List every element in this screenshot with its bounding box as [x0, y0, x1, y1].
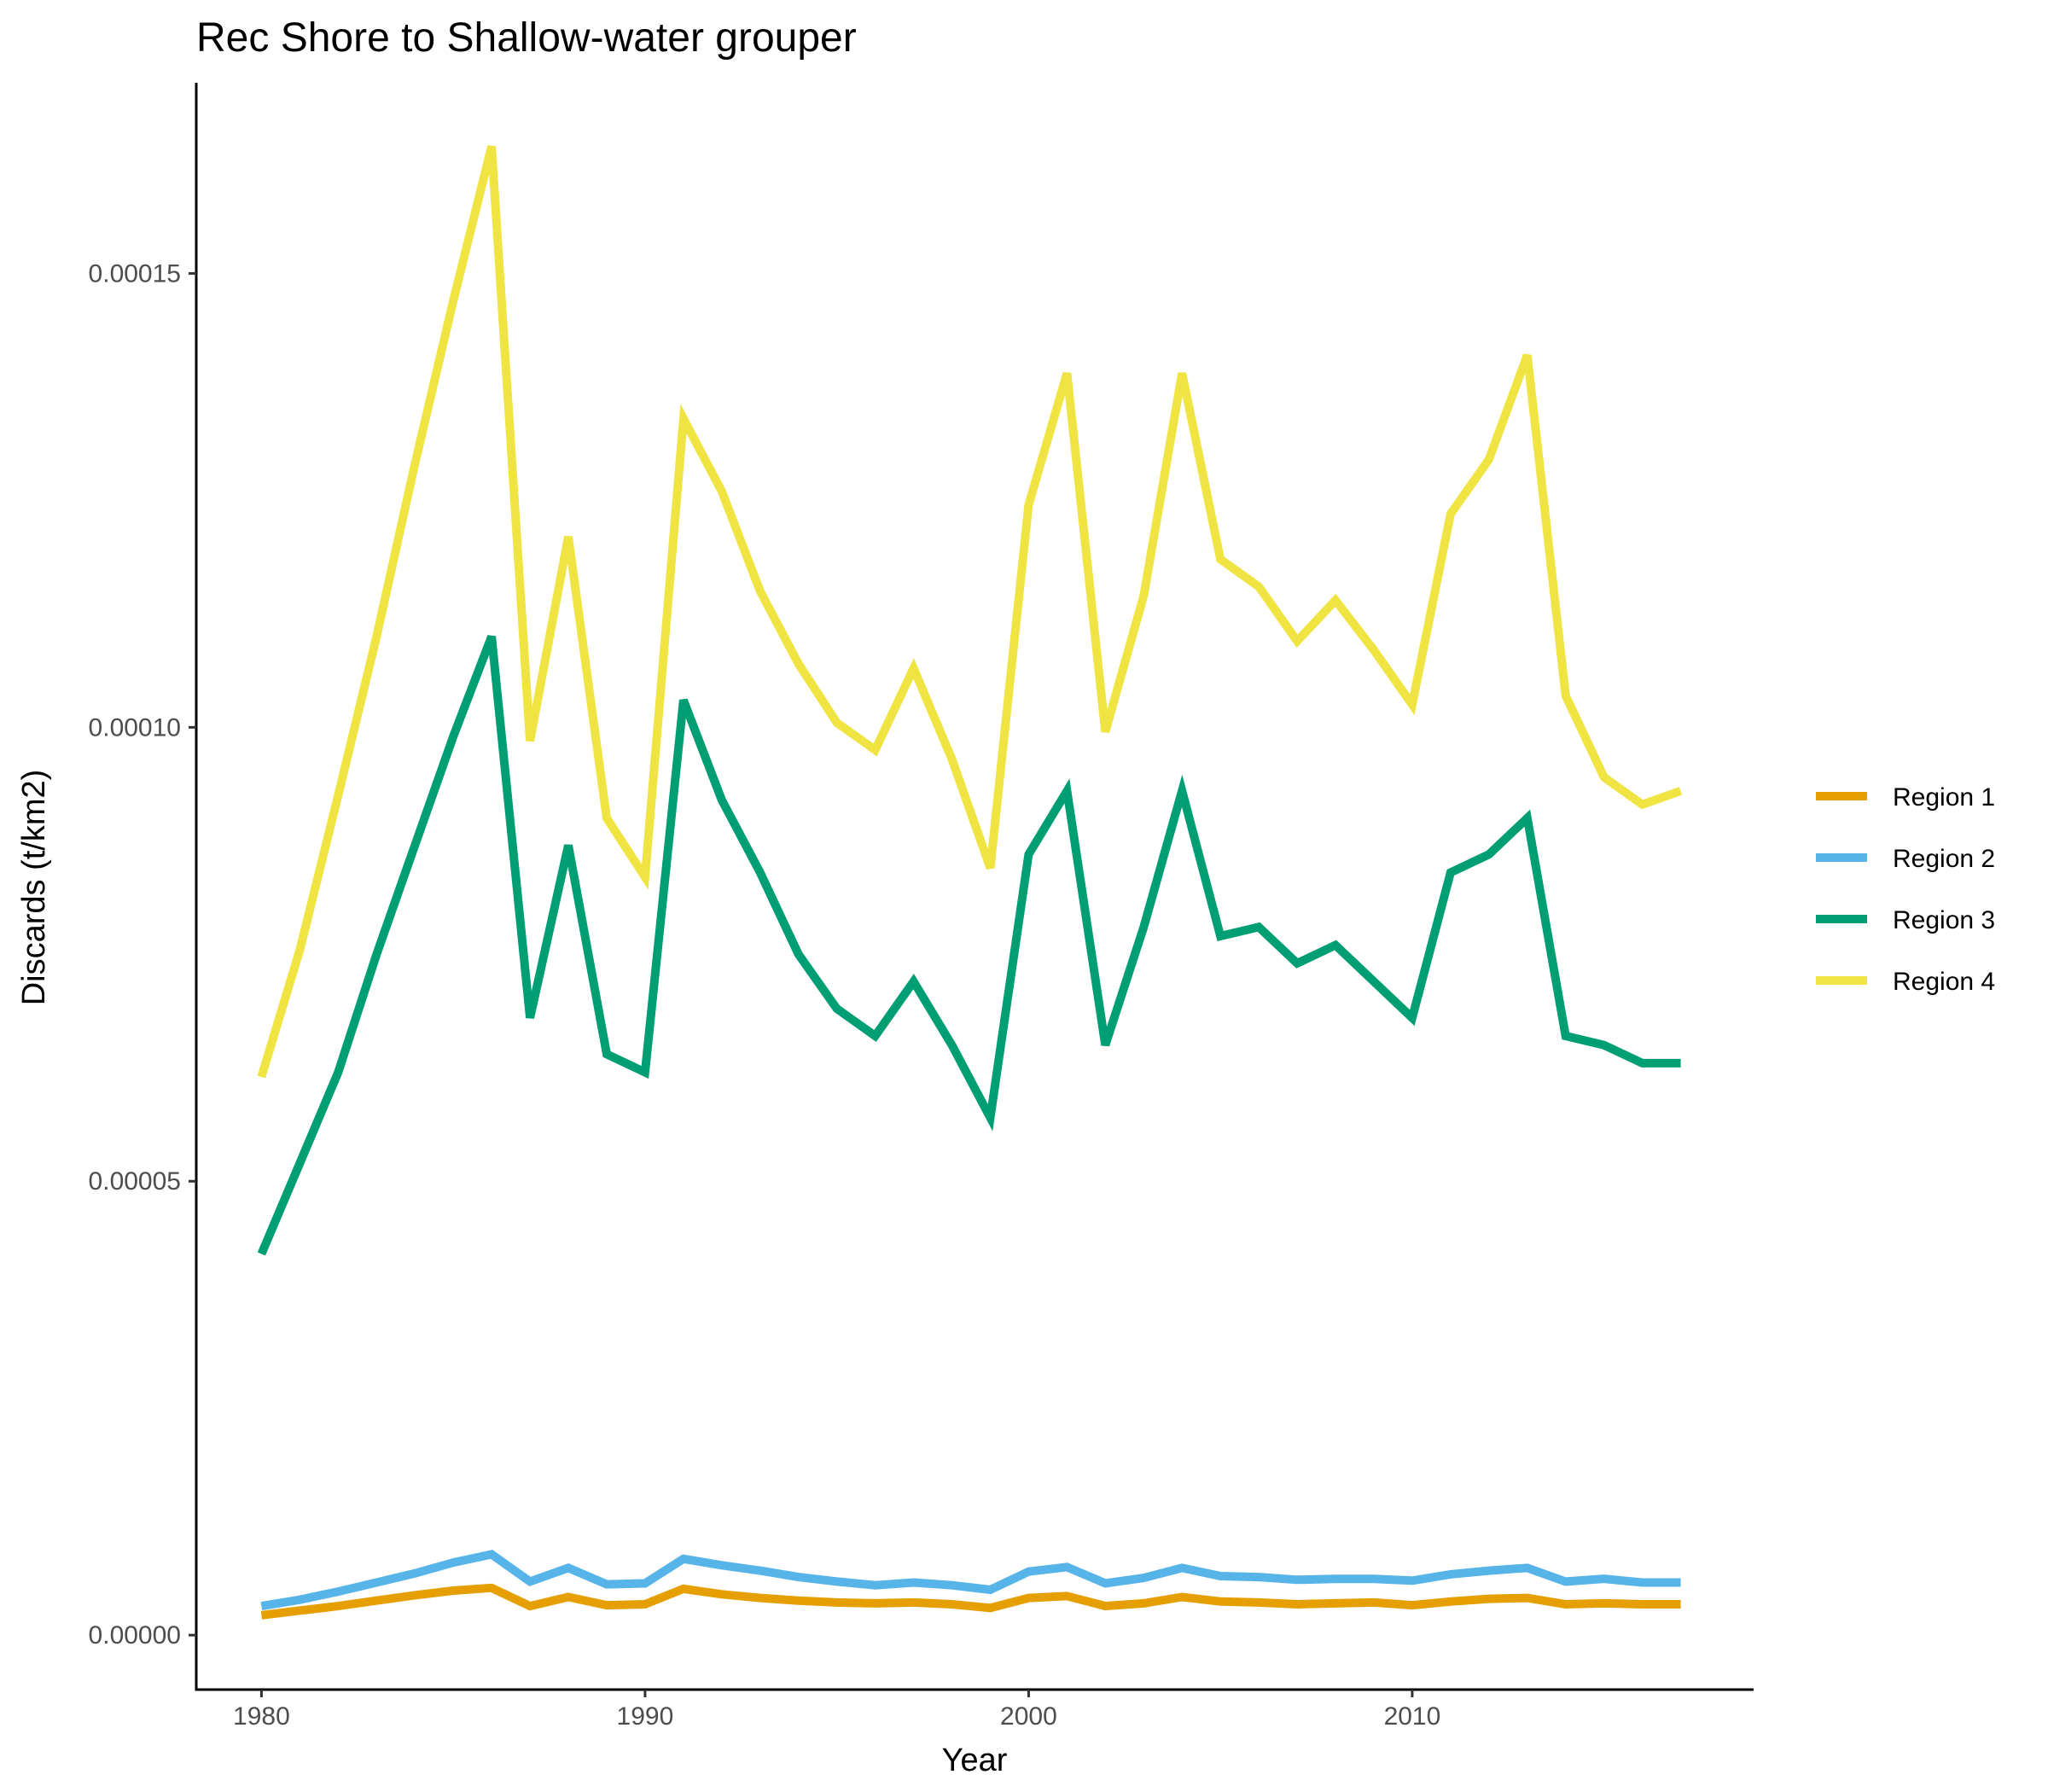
x-tick-label: 1980 [233, 1702, 290, 1731]
y-axis-title: Discards (t/km2) [16, 770, 52, 1006]
y-tick-label: 0.00000 [89, 1621, 181, 1649]
legend-label-region-2: Region 2 [1893, 845, 1995, 873]
chart-title: Rec Shore to Shallow-water grouper [196, 15, 857, 61]
series-line-region-4 [257, 145, 1683, 1079]
plot-area [257, 145, 1683, 1620]
x-axis-ticks: 1980 1990 2000 2010 [233, 1690, 1440, 1731]
legend: Region 1 Region 2 Region 3 Region 4 [1816, 783, 1995, 996]
x-axis-title: Year [942, 1743, 1008, 1778]
x-tick-label: 1990 [617, 1702, 674, 1731]
legend-label-region-1: Region 1 [1893, 783, 1995, 812]
y-tick-label: 0.00015 [89, 259, 181, 288]
series-line-region-1 [260, 1583, 1681, 1620]
y-tick-label: 0.00005 [89, 1167, 181, 1196]
legend-label-region-3: Region 3 [1893, 906, 1995, 934]
y-tick-label: 0.00010 [89, 713, 181, 742]
series-line-region-3 [257, 635, 1681, 1256]
x-tick-label: 2000 [1000, 1702, 1057, 1731]
y-axis-ticks: 0.00000 0.00005 0.00010 0.00015 [89, 259, 196, 1649]
series-line-region-2 [260, 1550, 1681, 1611]
legend-label-region-4: Region 4 [1893, 968, 1995, 996]
x-tick-label: 2010 [1384, 1702, 1441, 1731]
